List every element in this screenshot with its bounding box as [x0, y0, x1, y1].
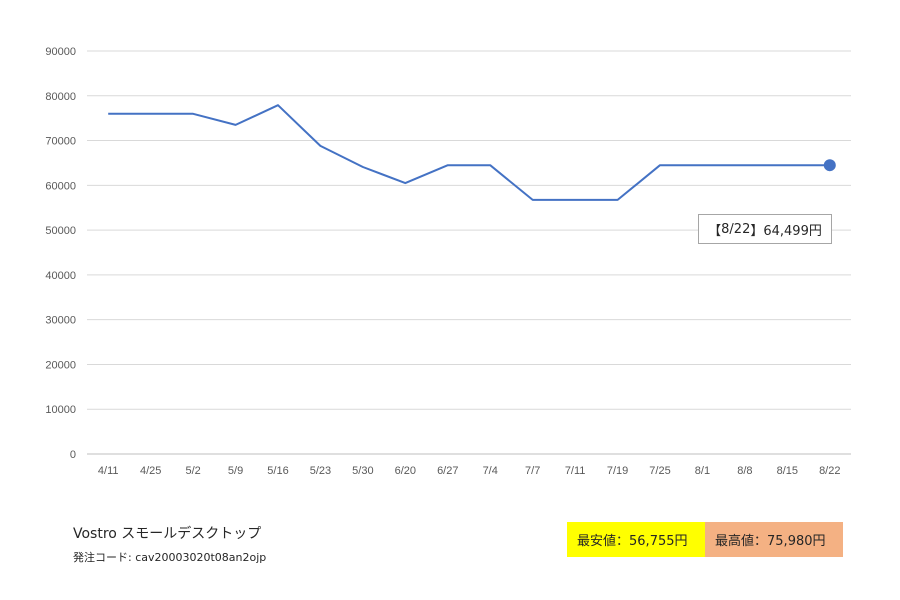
- x-axis-tick-labels: 4/11 4/25 5/2 5/9 5/16 5/23 5/30 6/20 6/27 7/4 7/7…: [98, 465, 841, 477]
- order-code: 発注コード: cav20003020t08an2ojp: [73, 551, 267, 564]
- x-tick-label: 5/23: [310, 465, 331, 477]
- x-tick-label: 8/8: [737, 465, 752, 477]
- y-tick-label: 30000: [45, 315, 76, 327]
- y-tick-label: 60000: [45, 180, 76, 192]
- x-tick-label: 5/30: [352, 465, 373, 477]
- x-tick-label: 7/19: [607, 465, 628, 477]
- x-tick-label: 6/27: [437, 465, 458, 477]
- y-axis-tick-labels: 0 10000 20000 30000 40000 50000 60000 70000 8000…: [45, 46, 76, 461]
- callout-open-bracket: 【: [708, 223, 722, 239]
- grid-lines: [87, 50, 851, 455]
- y-tick-label: 40000: [45, 270, 76, 282]
- product-name: Vostro スモールデスクトップ: [73, 526, 262, 542]
- x-tick-label: 8/15: [777, 465, 798, 477]
- x-tick-label: 8/22: [819, 465, 840, 477]
- min-price-value: 56,755円: [629, 534, 688, 549]
- min-price-box: 最安値： 56,755円: [567, 522, 705, 557]
- x-tick-label: 7/25: [649, 465, 670, 477]
- y-tick-label: 10000: [45, 404, 76, 416]
- series-group: [108, 104, 836, 201]
- price-series-line: [108, 104, 830, 201]
- min-price-label: 最安値：: [577, 534, 630, 549]
- y-tick-label: 70000: [45, 136, 76, 148]
- x-tick-label: 7/11: [565, 465, 586, 477]
- x-tick-label: 4/25: [140, 465, 161, 477]
- x-tick-label: 7/4: [483, 465, 498, 477]
- callout-price: 64,499円: [763, 223, 822, 239]
- x-tick-label: 5/9: [228, 465, 243, 477]
- x-tick-label: 5/16: [267, 465, 288, 477]
- x-tick-label: 7/7: [525, 465, 540, 477]
- x-tick-label: 4/11: [98, 465, 119, 477]
- max-price-label: 最高値：: [715, 534, 768, 549]
- y-tick-label: 50000: [45, 225, 76, 237]
- y-tick-label: 20000: [45, 359, 76, 371]
- y-tick-label: 80000: [45, 91, 76, 103]
- x-tick-label: 6/20: [395, 465, 416, 477]
- max-price-value: 75,980円: [767, 534, 826, 549]
- callout-date: 8/22: [721, 221, 751, 237]
- x-tick-label: 8/1: [695, 465, 710, 477]
- y-tick-label: 0: [70, 449, 76, 461]
- max-price-box: 最高値： 75,980円: [705, 522, 843, 557]
- last-price-callout: 【8/22】 64,499円: [698, 214, 832, 244]
- last-data-point: [823, 159, 836, 172]
- callout-close-bracket: 】: [750, 223, 764, 239]
- y-tick-label: 90000: [45, 46, 76, 58]
- x-tick-label: 5/2: [185, 465, 200, 477]
